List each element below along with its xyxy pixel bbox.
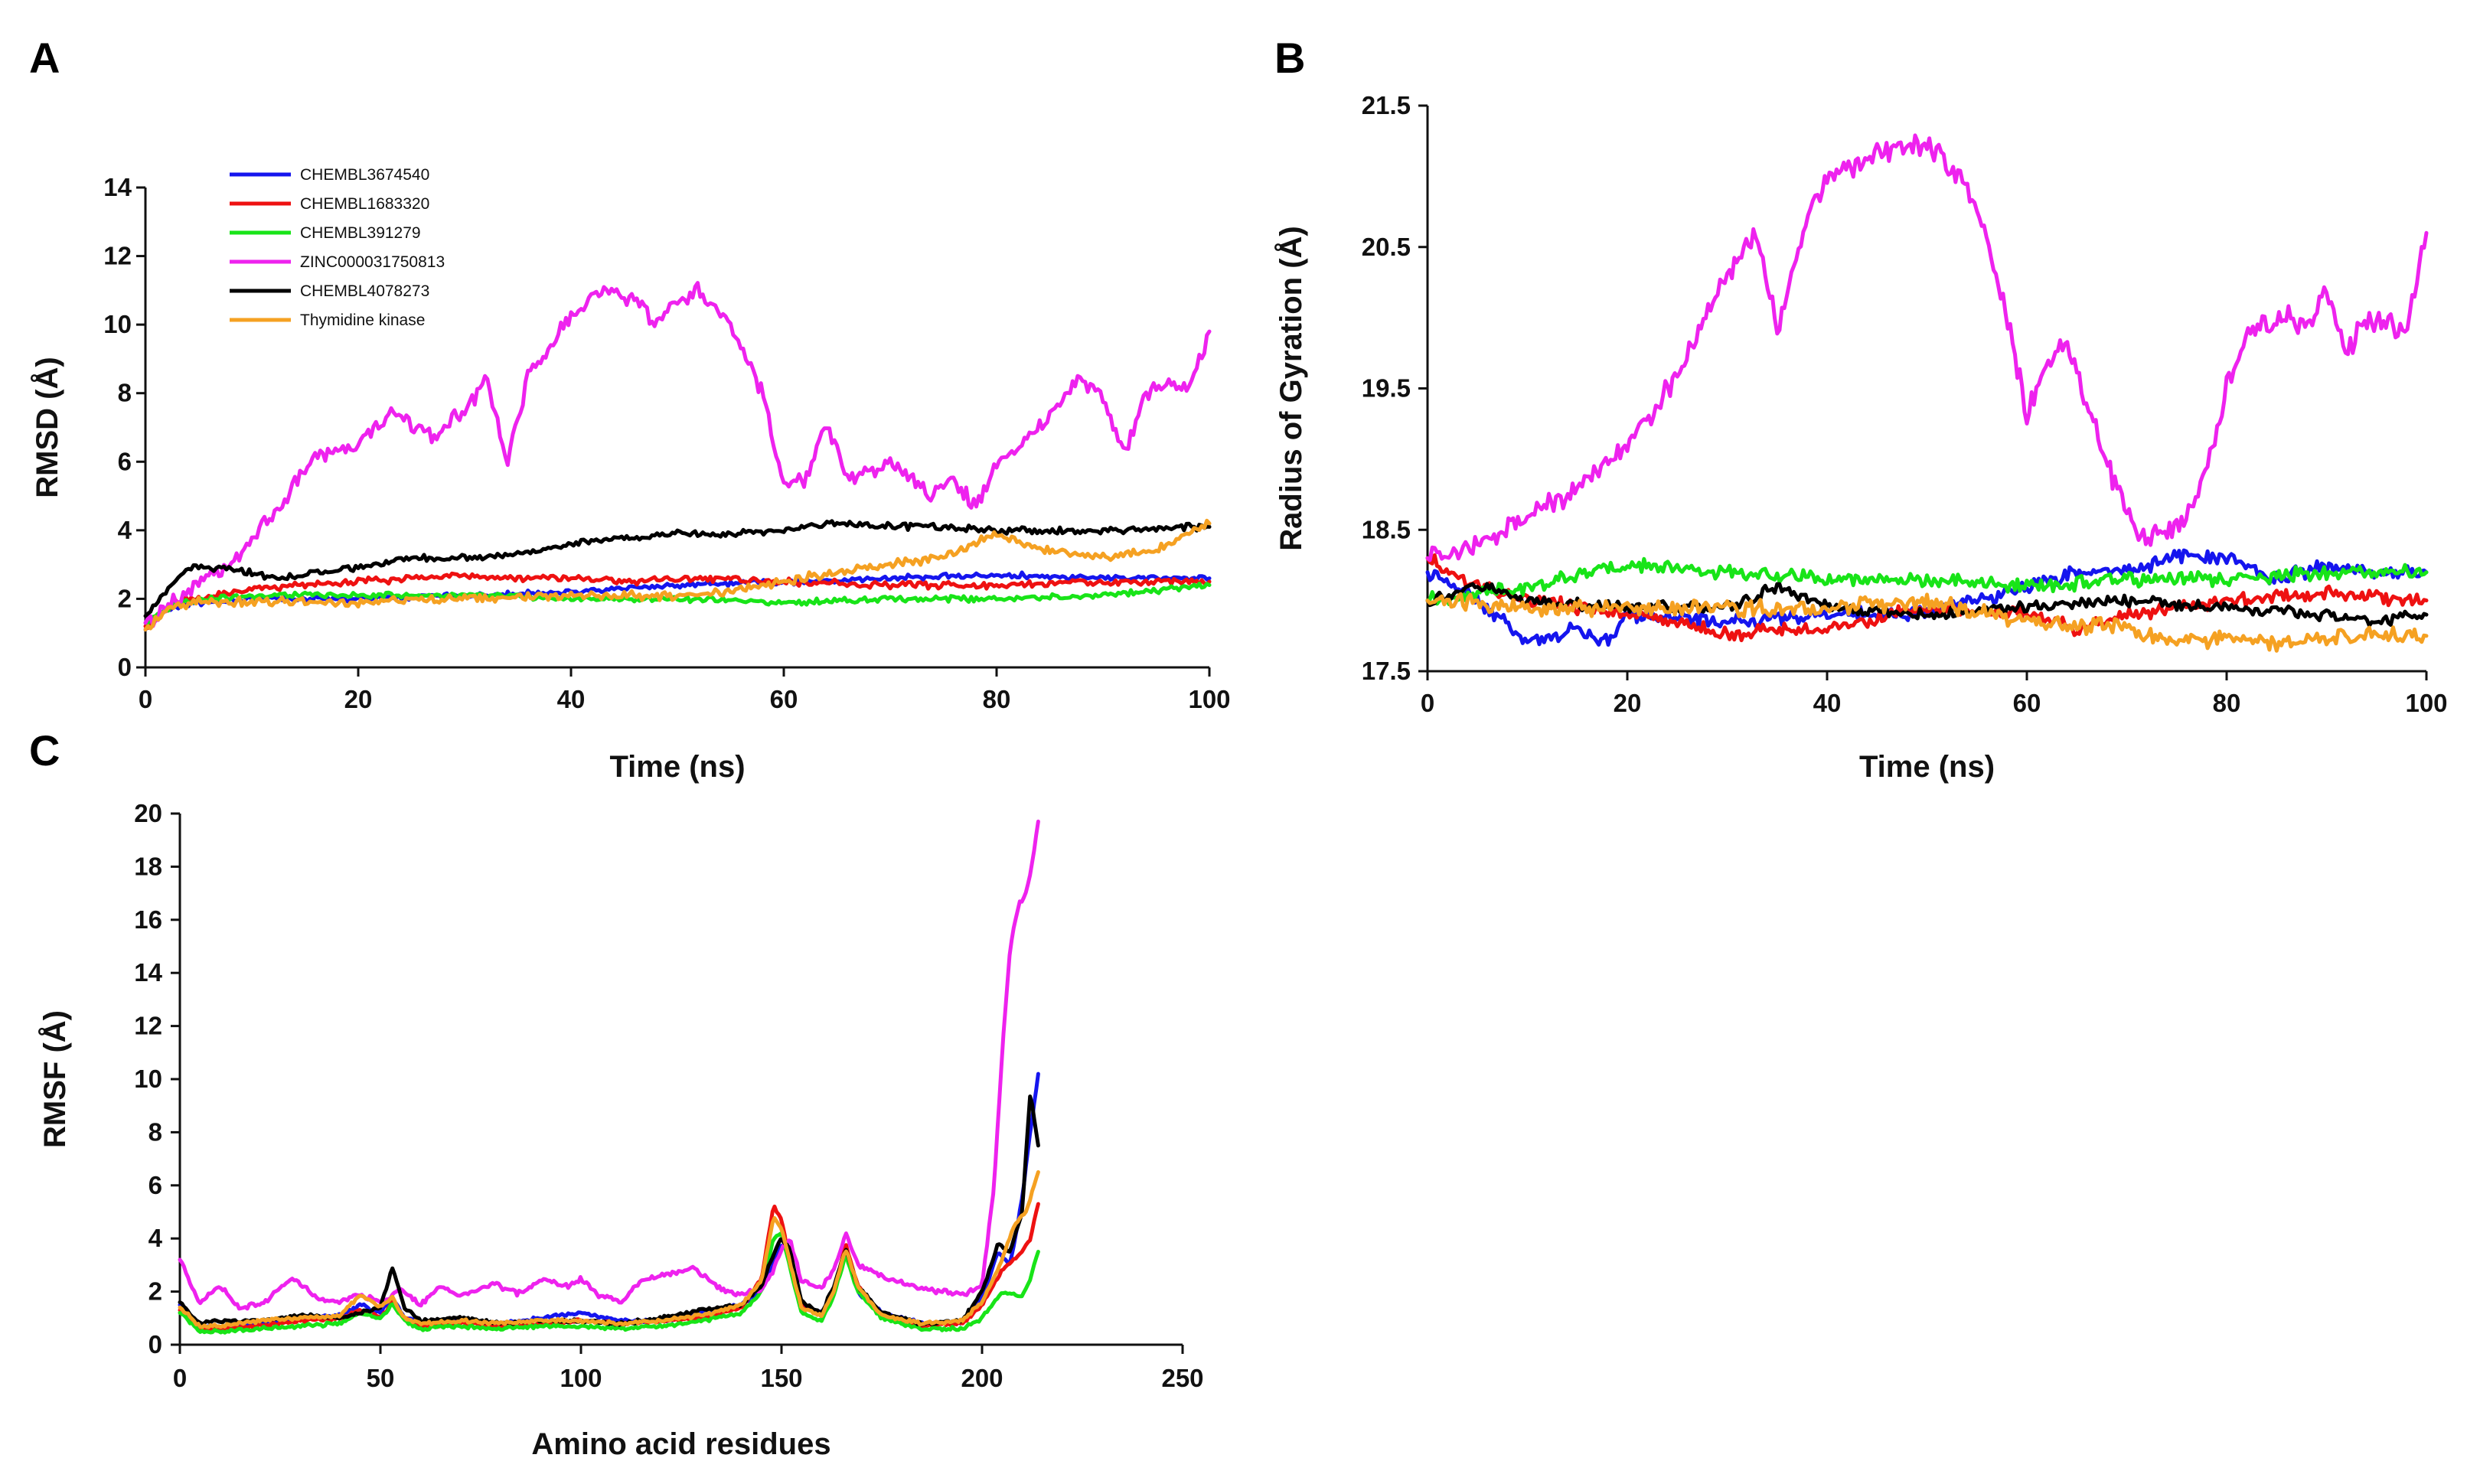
x-axis-label: Time (ns) xyxy=(1859,750,1995,784)
y-tick-label: 8 xyxy=(118,379,132,407)
y-tick-label: 10 xyxy=(103,310,132,338)
series-line-chembl4078273 xyxy=(143,519,1212,618)
x-tick-label: 100 xyxy=(2405,689,2447,717)
y-tick-label: 14 xyxy=(134,958,162,987)
x-tick-label: 50 xyxy=(367,1364,395,1392)
y-tick-label: 17.5 xyxy=(1362,657,1411,685)
y-tick-label: 20.5 xyxy=(1362,233,1411,261)
y-tick-label: 6 xyxy=(118,447,132,475)
x-tick-label: 0 xyxy=(1421,689,1434,717)
y-tick-label: 19.5 xyxy=(1362,374,1411,403)
y-tick-label: 20 xyxy=(134,799,162,827)
chart-panel-b: B 17.5 18.5 19.5 20.5 21.5 0 20 40 60 80 100 Time (n… xyxy=(1274,34,2448,784)
y-tick-label: 4 xyxy=(148,1224,163,1252)
series-line-zinc000031750813 xyxy=(1425,133,2429,563)
x-tick-label: 80 xyxy=(983,685,1011,713)
x-tick-label: 60 xyxy=(770,685,798,713)
series-line-thymidine-kinase xyxy=(143,518,1212,632)
series-line-thymidine-kinase xyxy=(178,1170,1040,1329)
y-tick-label: 12 xyxy=(103,242,132,270)
x-tick-label: 80 xyxy=(2213,689,2241,717)
y-tick-label: 8 xyxy=(148,1117,162,1146)
y-tick-label: 0 xyxy=(118,653,132,681)
y-tick-label: 10 xyxy=(134,1065,162,1093)
series-line-chembl1683320 xyxy=(178,1202,1040,1333)
x-tick-label: 20 xyxy=(344,685,373,713)
panel-label: B xyxy=(1274,34,1305,82)
x-tick-label: 0 xyxy=(139,685,152,713)
y-tick-label: 2 xyxy=(118,584,132,612)
y-tick-label: 4 xyxy=(118,516,132,544)
series-line-chembl391279 xyxy=(1425,556,2429,606)
x-tick-label: 60 xyxy=(2013,689,2041,717)
x-tick-label: 100 xyxy=(1188,685,1230,713)
y-axis-label: RMSD (Å) xyxy=(30,357,64,497)
x-tick-label: 100 xyxy=(560,1364,602,1392)
x-axis-label: Time (ns) xyxy=(609,750,745,784)
series-line-zinc000031750813 xyxy=(178,819,1040,1311)
x-tick-label: 40 xyxy=(1813,689,1842,717)
series-line-zinc000031750813 xyxy=(143,281,1212,628)
x-tick-label: 20 xyxy=(1614,689,1642,717)
y-axis-label: Radius of Gyration (Å) xyxy=(1274,226,1308,550)
y-tick-label: 2 xyxy=(148,1277,162,1306)
y-tick-label: 16 xyxy=(134,905,162,934)
legend-entry: CHEMBL4078273 xyxy=(300,282,429,300)
series-line-chembl1683320 xyxy=(143,571,1212,631)
series-line-chembl391279 xyxy=(178,1231,1040,1335)
y-tick-label: 6 xyxy=(148,1171,162,1199)
series-line-chembl391279 xyxy=(143,582,1212,625)
legend-entry: Thymidine kinase xyxy=(300,311,425,329)
legend-entry: CHEMBL3674540 xyxy=(300,166,429,184)
series-group xyxy=(1425,133,2429,653)
legend: CHEMBL3674540 CHEMBL1683320 CHEMBL391279 ZI… xyxy=(230,166,445,329)
panel-label: C xyxy=(29,726,60,775)
series-line-thymidine-kinase xyxy=(1425,592,2429,653)
chart-panel-a: A 0 2 4 6 8 10 12 14 0 20 40 60 80 100 Time (ns) RMSD (Å… xyxy=(29,34,1231,784)
x-tick-label: 250 xyxy=(1161,1364,1203,1392)
x-axis-label: Amino acid residues xyxy=(531,1427,830,1461)
legend-entry: CHEMBL391279 xyxy=(300,224,421,242)
panel-label: A xyxy=(29,34,60,82)
x-tick-label: 40 xyxy=(557,685,586,713)
x-tick-label: 150 xyxy=(760,1364,802,1392)
y-axis-label: RMSF (Å) xyxy=(38,1010,72,1148)
y-tick-label: 12 xyxy=(134,1012,162,1040)
x-tick-label: 0 xyxy=(173,1364,187,1392)
x-tick-label: 200 xyxy=(961,1364,1003,1392)
y-tick-label: 18 xyxy=(134,852,162,880)
y-tick-label: 0 xyxy=(148,1330,162,1358)
series-group xyxy=(143,281,1212,632)
y-tick-label: 14 xyxy=(103,173,132,201)
y-tick-label: 18.5 xyxy=(1362,515,1411,543)
legend-entry: CHEMBL1683320 xyxy=(300,195,429,213)
series-group xyxy=(178,819,1040,1335)
y-tick-label: 21.5 xyxy=(1362,91,1411,119)
legend-entry: ZINC000031750813 xyxy=(300,253,445,271)
series-line-chembl3674540 xyxy=(143,570,1212,632)
